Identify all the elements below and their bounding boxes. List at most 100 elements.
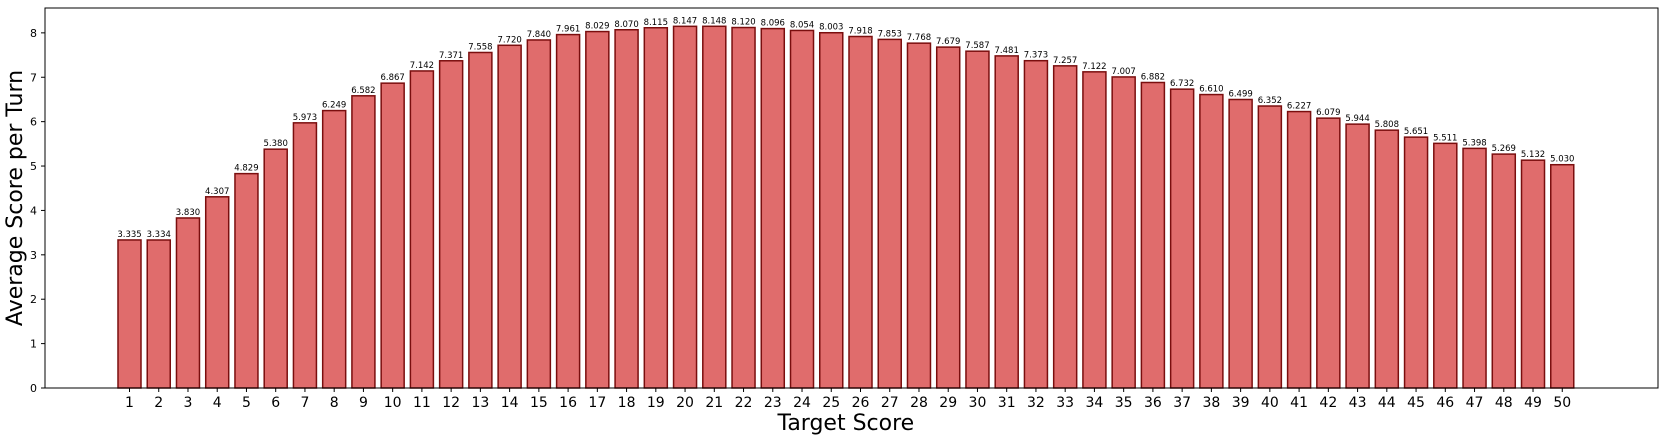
bar-value-label-43: 5.944 bbox=[1345, 114, 1369, 124]
y-tick-label-4: 4 bbox=[30, 204, 37, 217]
bar-18 bbox=[614, 29, 639, 389]
y-axis-ticks: 0 1 2 3 4 5 6 7 8 bbox=[30, 27, 45, 395]
plot-frame bbox=[44, 7, 1659, 389]
x-tick-label-10: 10 bbox=[384, 395, 402, 411]
x-tick-label-38: 38 bbox=[1202, 395, 1220, 411]
bar-value-label-21: 8.148 bbox=[702, 16, 726, 26]
bar-6 bbox=[263, 148, 288, 389]
bar-7 bbox=[292, 122, 318, 389]
bar-1 bbox=[117, 239, 142, 389]
bar-17 bbox=[585, 30, 610, 389]
bar-value-label-33: 7.257 bbox=[1053, 56, 1077, 66]
bar-39 bbox=[1228, 98, 1253, 389]
bar-value-label-18: 8.070 bbox=[614, 20, 638, 30]
bar-value-label-9: 6.582 bbox=[351, 86, 375, 96]
bar-37 bbox=[1169, 88, 1195, 389]
bar-30 bbox=[965, 50, 990, 389]
bar-10 bbox=[380, 82, 405, 389]
bar-3 bbox=[175, 217, 201, 389]
bar-2 bbox=[146, 239, 171, 389]
x-tick-label-14: 14 bbox=[501, 395, 519, 411]
x-tick-label-3: 3 bbox=[184, 395, 193, 411]
bar-value-label-12: 7.371 bbox=[439, 51, 463, 61]
bar-21 bbox=[702, 25, 727, 389]
bar-value-label-15: 7.840 bbox=[527, 30, 551, 40]
x-tick-label-44: 44 bbox=[1378, 395, 1396, 411]
bar-value-label-3: 3.830 bbox=[176, 208, 200, 218]
bar-35 bbox=[1111, 76, 1136, 389]
bar-value-label-25: 8.003 bbox=[819, 23, 843, 33]
x-tick-label-21: 21 bbox=[705, 395, 723, 411]
y-tick-label-1: 1 bbox=[30, 338, 37, 351]
bar-value-label-44: 5.808 bbox=[1375, 120, 1399, 130]
bar-value-label-19: 8.115 bbox=[644, 18, 668, 28]
bar-48 bbox=[1491, 153, 1517, 389]
x-tick-label-4: 4 bbox=[213, 395, 222, 411]
x-tick-label-50: 50 bbox=[1553, 395, 1571, 411]
x-tick-label-24: 24 bbox=[793, 395, 811, 411]
y-tick-label-5: 5 bbox=[30, 160, 37, 173]
x-tick-label-11: 11 bbox=[413, 395, 431, 411]
x-tick-label-29: 29 bbox=[939, 395, 957, 411]
bar-value-label-30: 7.587 bbox=[965, 41, 989, 51]
bar-31 bbox=[994, 55, 1019, 389]
bar-22 bbox=[731, 26, 756, 389]
bar-13 bbox=[468, 51, 493, 389]
bar-46 bbox=[1433, 142, 1458, 389]
x-tick-label-9: 9 bbox=[359, 395, 368, 411]
x-tick-label-17: 17 bbox=[588, 395, 606, 411]
y-tick-label-8: 8 bbox=[30, 27, 37, 40]
x-tick-label-28: 28 bbox=[910, 395, 928, 411]
bar-45 bbox=[1403, 136, 1429, 389]
bar-16 bbox=[555, 33, 581, 389]
bar-4 bbox=[204, 196, 230, 389]
bar-value-label-20: 8.147 bbox=[673, 16, 697, 26]
x-tick-label-7: 7 bbox=[300, 395, 309, 411]
bar-14 bbox=[497, 44, 522, 389]
y-tick-label-6: 6 bbox=[30, 116, 37, 129]
x-tick-label-20: 20 bbox=[676, 395, 694, 411]
bar-value-label-49: 5.132 bbox=[1521, 150, 1545, 160]
x-tick-label-49: 49 bbox=[1524, 395, 1542, 411]
data-labels-group: 3.335 3.334 3.830 4.307 4.829 5.380 5.973 6.249… bbox=[117, 16, 1574, 240]
x-tick-label-46: 46 bbox=[1436, 395, 1454, 411]
x-tick-label-30: 30 bbox=[969, 395, 987, 411]
x-tick-label-36: 36 bbox=[1144, 395, 1162, 411]
bar-26 bbox=[848, 35, 873, 389]
x-tick-label-5: 5 bbox=[242, 395, 251, 411]
bar-36 bbox=[1140, 81, 1166, 389]
bar-value-label-13: 7.558 bbox=[468, 42, 492, 52]
x-tick-label-39: 39 bbox=[1232, 395, 1250, 411]
bar-value-label-45: 5.651 bbox=[1404, 127, 1428, 137]
x-tick-label-18: 18 bbox=[618, 395, 636, 411]
x-tick-label-25: 25 bbox=[822, 395, 840, 411]
y-tick-label-7: 7 bbox=[30, 71, 37, 84]
bar-value-label-46: 5.511 bbox=[1433, 133, 1457, 143]
bar-24 bbox=[789, 29, 815, 389]
bar-value-label-42: 6.079 bbox=[1316, 108, 1340, 118]
bar-value-label-4: 4.307 bbox=[205, 187, 229, 197]
x-tick-label-40: 40 bbox=[1261, 395, 1279, 411]
x-tick-label-19: 19 bbox=[647, 395, 665, 411]
x-tick-label-37: 37 bbox=[1173, 395, 1191, 411]
bar-23 bbox=[760, 27, 786, 389]
bar-value-label-11: 7.142 bbox=[410, 61, 434, 71]
bar-32 bbox=[1023, 59, 1049, 389]
bar-41 bbox=[1286, 110, 1312, 389]
x-tick-label-34: 34 bbox=[1086, 395, 1104, 411]
bar-value-label-50: 5.030 bbox=[1550, 155, 1574, 165]
bar-value-label-23: 8.096 bbox=[761, 19, 785, 29]
y-tick-label-2: 2 bbox=[30, 293, 37, 306]
bar-19 bbox=[643, 27, 669, 389]
bar-47 bbox=[1462, 147, 1487, 389]
bar-33 bbox=[1052, 65, 1078, 389]
bar-value-label-6: 5.380 bbox=[264, 139, 288, 149]
x-tick-label-6: 6 bbox=[271, 395, 280, 411]
bar-value-label-24: 8.054 bbox=[790, 20, 814, 30]
bar-value-label-5: 4.829 bbox=[234, 164, 258, 174]
x-tick-label-45: 45 bbox=[1407, 395, 1425, 411]
bar-11 bbox=[409, 70, 435, 389]
x-tick-label-12: 12 bbox=[442, 395, 460, 411]
bar-34 bbox=[1082, 71, 1107, 389]
